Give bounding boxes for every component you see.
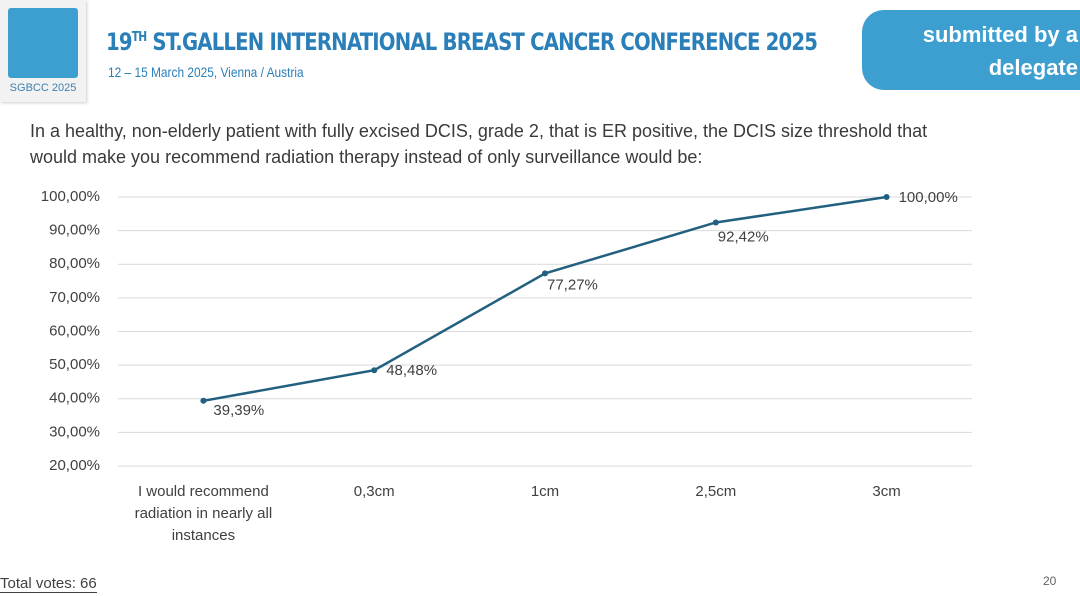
logo: SGBCC 2025 <box>0 0 86 102</box>
y-tick-label: 70,00% <box>49 289 100 306</box>
title-superscript: TH <box>131 30 147 45</box>
title-number: 19 <box>106 28 133 56</box>
y-tick-label: 100,00% <box>41 188 100 205</box>
x-tick-label: 3cm <box>872 483 901 500</box>
conference-subtitle: 12 – 15 March 2025, Vienna / Austria <box>108 64 304 80</box>
data-point <box>542 270 548 277</box>
data-point <box>200 397 207 404</box>
data-label: 48,48% <box>386 362 437 379</box>
conference-title: 19TH ST.GALLEN INTERNATIONAL BREAST CANC… <box>106 28 818 56</box>
y-tick-label: 80,00% <box>49 255 100 272</box>
logo-text: SGBCC 2025 <box>9 82 77 94</box>
x-tick-label: I would recommend radiation in nearly al… <box>134 483 273 544</box>
title-rest: ST.GALLEN INTERNATIONAL BREAST CANCER CO… <box>146 28 818 56</box>
data-label: 100,00% <box>899 189 958 206</box>
y-tick-label: 50,00% <box>49 356 100 373</box>
data-point <box>712 219 719 226</box>
x-tick-label: 2,5cm <box>695 483 737 500</box>
data-point <box>371 367 378 374</box>
data-line <box>203 195 887 403</box>
y-tick-label: 90,00% <box>49 222 100 239</box>
y-tick-label: 20,00% <box>49 457 100 474</box>
data-label: 92,42% <box>718 228 769 245</box>
data-label: 39,39% <box>213 402 264 419</box>
x-tick-label: 0,3cm <box>353 483 395 500</box>
question: In a healthy, non-elderly patient with f… <box>30 121 928 167</box>
total-votes: Total votes: 66 <box>0 575 97 593</box>
data-label: 77,27% <box>547 276 598 293</box>
page-number: 20 <box>1043 574 1057 588</box>
x-tick-label: 1cm <box>530 483 560 500</box>
y-tick-label: 60,00% <box>49 322 100 339</box>
y-tick-label: 40,00% <box>49 390 100 407</box>
badge <box>862 10 1080 90</box>
y-tick-label: 30,00% <box>49 423 100 440</box>
logo-icon <box>8 8 78 78</box>
badge-text: submitted by a delegate <box>922 22 1078 80</box>
data-point <box>883 194 890 200</box>
